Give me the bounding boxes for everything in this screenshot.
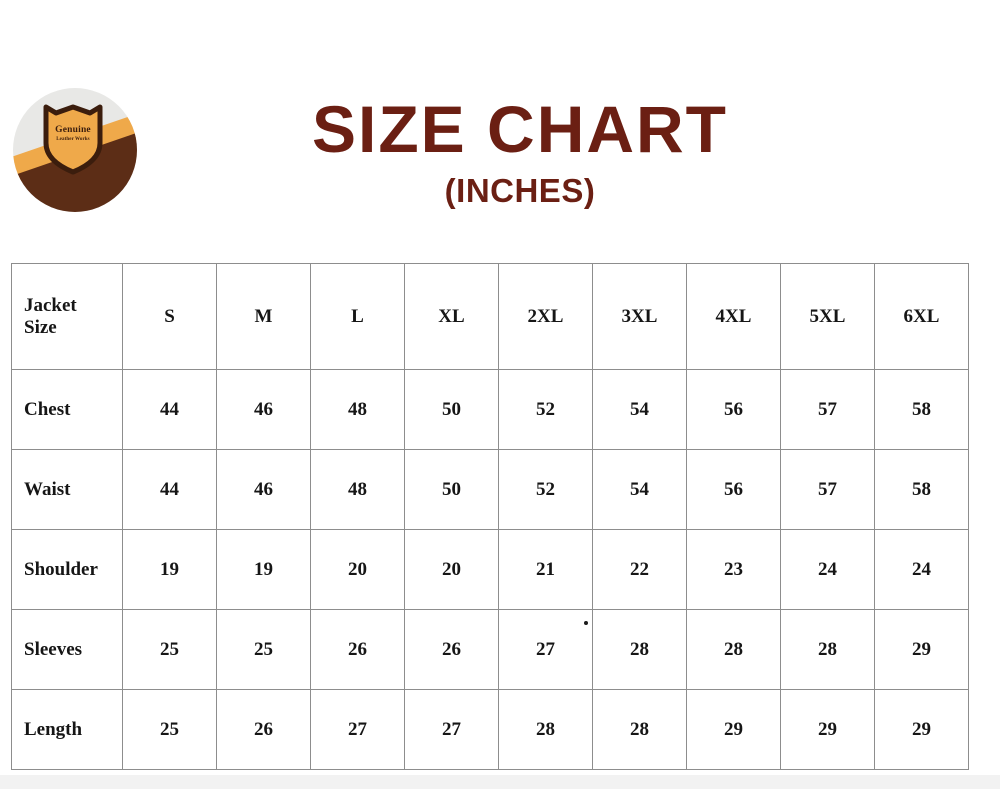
cell-waist-m: 46	[216, 449, 311, 530]
cell-shoulder-m: 19	[216, 529, 311, 610]
header-cell-4xl: 4XL	[686, 263, 781, 370]
cell-chest-l: 48	[310, 369, 405, 450]
cell-sleeves-xl: 26	[404, 609, 499, 690]
cell-shoulder-xl: 20	[404, 529, 499, 610]
cell-length-3xl: 28	[592, 689, 687, 770]
header-cell-s: S	[122, 263, 217, 370]
header-cell-l: L	[310, 263, 405, 370]
row-label-shoulder: Shoulder	[11, 529, 123, 610]
cell-waist-5xl: 57	[780, 449, 875, 530]
table-header-row: Jacket Size S M L XL 2XL 3XL 4XL 5XL 6XL	[11, 263, 969, 370]
cell-chest-4xl: 56	[686, 369, 781, 450]
cell-chest-3xl: 54	[592, 369, 687, 450]
header-cell-jacket-size: Jacket Size	[11, 263, 123, 370]
header-cell-6xl: 6XL	[874, 263, 969, 370]
table-row: Chest 44 46 48 50 52 54 56 57 58	[11, 369, 969, 450]
header-jacket-size-line2: Size	[24, 316, 57, 338]
cell-shoulder-6xl: 24	[874, 529, 969, 610]
cell-chest-s: 44	[122, 369, 217, 450]
cell-sleeves-3xl: 28	[592, 609, 687, 690]
cell-chest-2xl: 52	[498, 369, 593, 450]
cell-chest-xl: 50	[404, 369, 499, 450]
header-cell-3xl: 3XL	[592, 263, 687, 370]
table-row: Length 25 26 27 27 28 28 29 29 29	[11, 689, 969, 770]
cell-sleeves-2xl: 27	[498, 609, 593, 690]
cell-waist-s: 44	[122, 449, 217, 530]
cell-waist-2xl: 52	[498, 449, 593, 530]
cell-shoulder-l: 20	[310, 529, 405, 610]
table-row: Waist 44 46 48 50 52 54 56 57 58	[11, 449, 969, 530]
cell-waist-l: 48	[310, 449, 405, 530]
cell-waist-xl: 50	[404, 449, 499, 530]
cell-length-2xl: 28	[498, 689, 593, 770]
cell-waist-3xl: 54	[592, 449, 687, 530]
brand-logo: Genuine Leather Works	[13, 88, 137, 212]
header-section: Genuine Leather Works SIZE CHART (INCHES…	[0, 0, 1000, 250]
cell-length-6xl: 29	[874, 689, 969, 770]
cell-sleeves-l: 26	[310, 609, 405, 690]
header-cell-5xl: 5XL	[780, 263, 875, 370]
cell-length-m: 26	[216, 689, 311, 770]
cell-waist-4xl: 56	[686, 449, 781, 530]
cell-chest-m: 46	[216, 369, 311, 450]
cell-shoulder-5xl: 24	[780, 529, 875, 610]
title-block: SIZE CHART (INCHES)	[180, 96, 860, 207]
cell-length-4xl: 29	[686, 689, 781, 770]
page-subtitle: (INCHES)	[444, 172, 596, 209]
cell-chest-5xl: 57	[780, 369, 875, 450]
page-title: SIZE CHART	[312, 92, 728, 166]
header-cell-2xl: 2XL	[498, 263, 593, 370]
size-chart-table: Jacket Size S M L XL 2XL 3XL 4XL 5XL 6XL…	[11, 263, 969, 770]
cell-length-5xl: 29	[780, 689, 875, 770]
header-jacket-size-line1: Jacket	[24, 294, 77, 316]
header-cell-m: M	[216, 263, 311, 370]
image-speck-artifact	[584, 621, 588, 625]
cell-sleeves-5xl: 28	[780, 609, 875, 690]
row-label-chest: Chest	[11, 369, 123, 450]
bottom-edge-band	[0, 775, 1000, 789]
size-chart-table-container: Jacket Size S M L XL 2XL 3XL 4XL 5XL 6XL…	[11, 263, 969, 770]
cell-shoulder-s: 19	[122, 529, 217, 610]
cell-sleeves-6xl: 29	[874, 609, 969, 690]
table-row: Shoulder 19 19 20 20 21 22 23 24 24	[11, 529, 969, 610]
cell-waist-6xl: 58	[874, 449, 969, 530]
shield-icon	[42, 103, 104, 175]
cell-length-xl: 27	[404, 689, 499, 770]
row-label-length: Length	[11, 689, 123, 770]
cell-sleeves-m: 25	[216, 609, 311, 690]
cell-sleeves-4xl: 28	[686, 609, 781, 690]
cell-length-l: 27	[310, 689, 405, 770]
row-label-sleeves: Sleeves	[11, 609, 123, 690]
header-cell-xl: XL	[404, 263, 499, 370]
cell-shoulder-2xl: 21	[498, 529, 593, 610]
cell-shoulder-4xl: 23	[686, 529, 781, 610]
row-label-waist: Waist	[11, 449, 123, 530]
cell-length-s: 25	[122, 689, 217, 770]
cell-sleeves-s: 25	[122, 609, 217, 690]
cell-shoulder-3xl: 22	[592, 529, 687, 610]
cell-chest-6xl: 58	[874, 369, 969, 450]
table-row: Sleeves 25 25 26 26 27 28 28 28 29	[11, 609, 969, 690]
